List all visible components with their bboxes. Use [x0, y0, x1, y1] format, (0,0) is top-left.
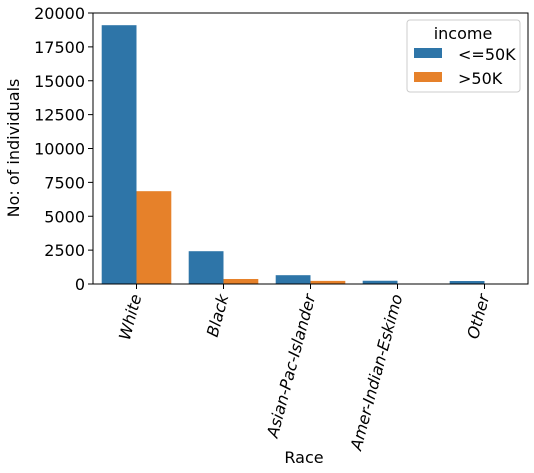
bar-amer-indian-eskimo-series-0	[362, 280, 398, 284]
y-tick-label: 10000	[34, 140, 85, 159]
y-tick-label: 7500	[44, 173, 85, 192]
x-tick-label-amer-indian-eskimo: Amer-Indian-Eskimo	[346, 292, 406, 453]
bars-group	[101, 25, 520, 284]
y-tick-label: 20000	[34, 4, 85, 23]
x-tick-label-asian-pac-islander: Asian-Pac-Islander	[263, 291, 320, 441]
x-tick-label-black: Black	[203, 291, 233, 338]
y-tick-label: 17500	[34, 38, 85, 57]
bar-asian-pac-islander-series-1	[310, 280, 346, 284]
bar-white-series-1	[136, 191, 172, 284]
legend-title: income	[434, 24, 493, 43]
legend-label-low-income: <=50K	[458, 45, 516, 64]
y-axis-label: No: of individuals	[4, 79, 23, 218]
y-tick-label: 5000	[44, 207, 85, 226]
x-tick-label-other: Other	[463, 291, 493, 341]
bar-black-series-0	[188, 251, 224, 284]
bar-asian-pac-islander-series-0	[275, 275, 311, 284]
bar-black-series-1	[223, 278, 259, 284]
legend-label-high-income: >50K	[458, 69, 503, 88]
bar-other-series-0	[449, 281, 485, 284]
y-tick-label: 0	[75, 275, 85, 294]
y-tick-label: 12500	[34, 106, 85, 125]
legend: income <=50K >50K	[406, 19, 521, 93]
legend-swatch-low-income	[414, 48, 442, 58]
x-tick-label-white: White	[115, 292, 145, 342]
y-tick-label: 2500	[44, 241, 85, 260]
x-axis-label: Race	[284, 448, 323, 467]
y-axis: 0 2500 5000 7500 10000 12500 15000 17500 20000	[34, 4, 93, 294]
y-tick-label: 15000	[34, 72, 85, 91]
x-axis: White Black Asian-Pac-Islander Amer-Indian-…	[115, 284, 494, 453]
bar-white-series-0	[101, 25, 137, 284]
legend-swatch-high-income	[414, 72, 442, 82]
